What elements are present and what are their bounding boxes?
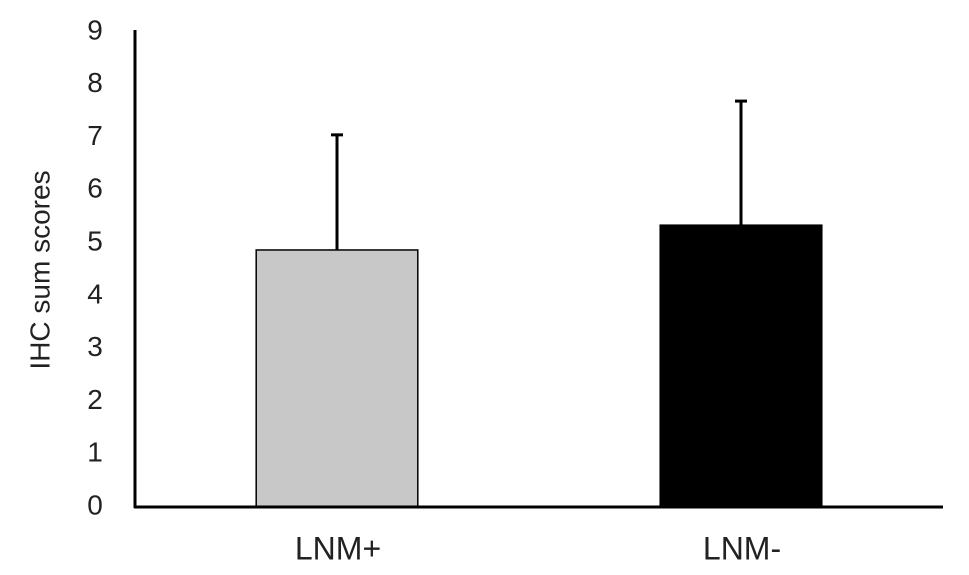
bar <box>255 249 419 508</box>
y-tick-label: 2 <box>87 384 103 415</box>
y-tick-label: 6 <box>87 173 103 204</box>
y-tick-label: 5 <box>87 226 103 257</box>
y-tick-label: 0 <box>87 489 103 520</box>
x-tick-label: LNM- <box>703 530 781 566</box>
y-tick-label: 8 <box>87 67 103 98</box>
x-tick-label: LNM+ <box>295 530 381 566</box>
y-tick-label: 1 <box>87 437 103 468</box>
y-axis-label: IHC sum scores <box>24 170 55 369</box>
y-tick-label: 7 <box>87 120 103 151</box>
y-tick-label: 9 <box>87 14 103 45</box>
y-tick-label: 4 <box>87 278 103 309</box>
bar <box>659 224 823 508</box>
y-tick-label: 3 <box>87 331 103 362</box>
